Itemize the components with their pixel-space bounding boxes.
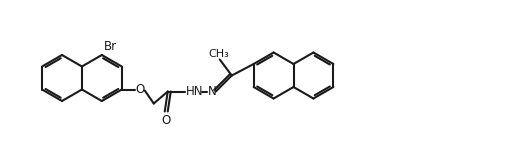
Text: HN: HN (185, 85, 203, 98)
Text: CH₃: CH₃ (208, 49, 229, 58)
Text: O: O (161, 113, 171, 126)
Text: O: O (135, 83, 145, 96)
Text: Br: Br (104, 40, 117, 53)
Text: N: N (208, 85, 216, 98)
